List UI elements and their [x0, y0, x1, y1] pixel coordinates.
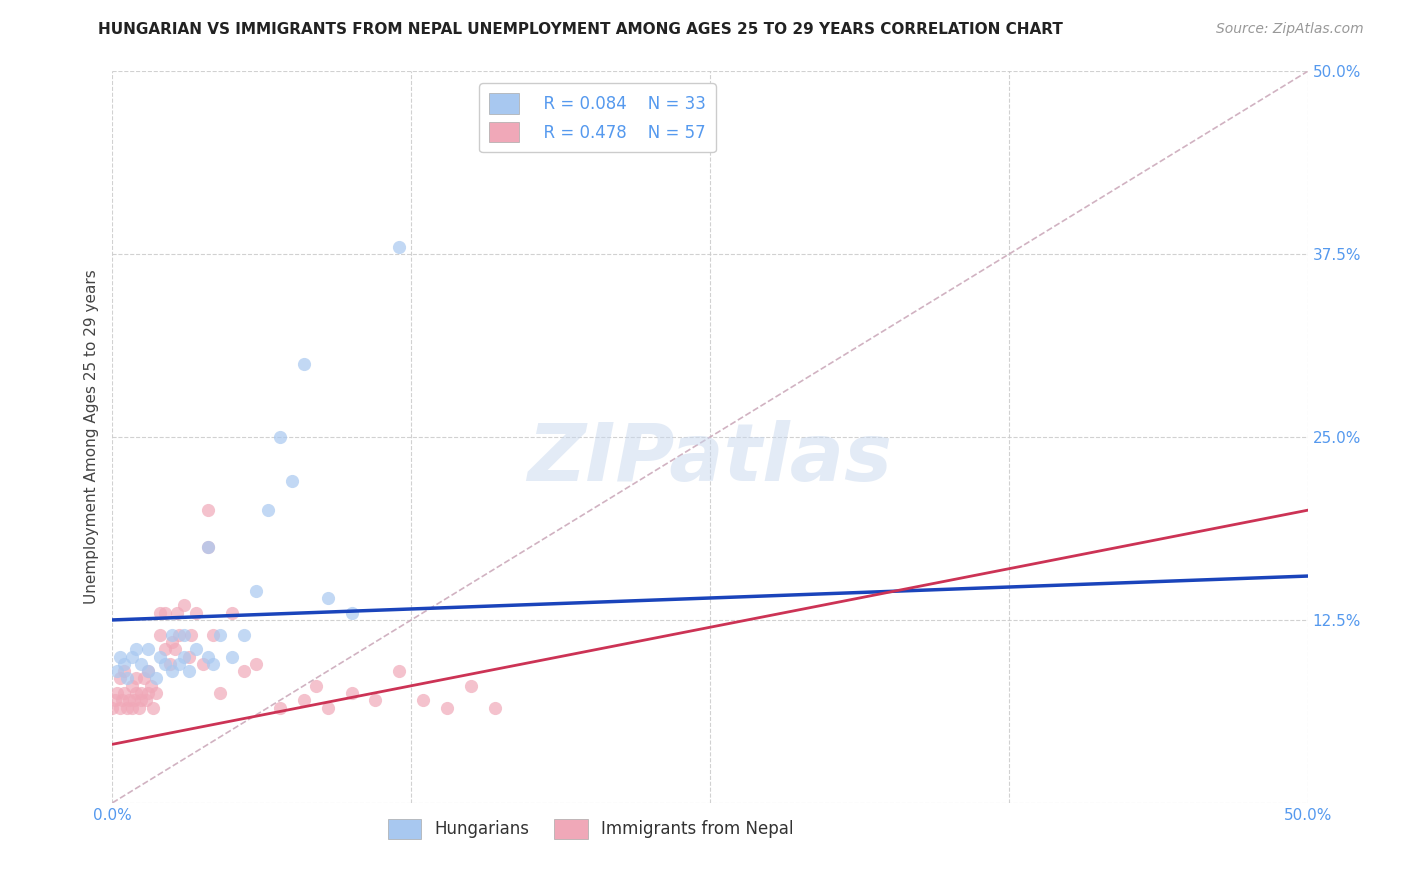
Point [153, 606, 176, 620]
Point [159, 657, 181, 671]
Point [269, 700, 291, 714]
Point [135, 693, 157, 707]
Text: ZIPatlas: ZIPatlas [527, 420, 893, 498]
Point [105, 664, 128, 678]
Point [145, 672, 167, 686]
Point [118, 693, 141, 707]
Point [340, 686, 363, 700]
Point [209, 627, 232, 641]
Point [209, 686, 232, 700]
Point [388, 664, 411, 678]
Point [129, 693, 152, 707]
Y-axis label: Unemployment Among Ages 25 to 29 years: Unemployment Among Ages 25 to 29 years [83, 269, 98, 605]
Point [138, 664, 160, 678]
Point [162, 627, 183, 641]
Point [197, 649, 219, 664]
Point [115, 672, 138, 686]
Text: HUNGARIAN VS IMMIGRANTS FROM NEPAL UNEMPLOYMENT AMONG AGES 25 TO 29 YEARS CORREL: HUNGARIAN VS IMMIGRANTS FROM NEPAL UNEMP… [98, 22, 1063, 37]
Point [105, 686, 128, 700]
Point [460, 679, 482, 693]
Point [149, 627, 172, 641]
Point [221, 649, 243, 664]
Point [364, 693, 387, 707]
Point [114, 657, 135, 671]
Point [173, 627, 195, 641]
Point [197, 540, 219, 554]
Point [173, 599, 195, 613]
Point [162, 635, 183, 649]
Point [201, 657, 224, 671]
Point [169, 627, 191, 641]
Point [193, 657, 215, 671]
Point [108, 649, 131, 664]
Point [166, 606, 188, 620]
Point [121, 700, 143, 714]
Point [245, 657, 267, 671]
Point [316, 591, 339, 605]
Point [484, 700, 506, 714]
Point [153, 657, 176, 671]
Point [305, 679, 328, 693]
Point [162, 664, 183, 678]
Point [138, 686, 160, 700]
Point [132, 672, 155, 686]
Point [281, 474, 304, 488]
Point [436, 700, 458, 714]
Point [257, 503, 280, 517]
Point [138, 642, 160, 657]
Point [233, 664, 256, 678]
Point [121, 649, 143, 664]
Point [139, 679, 162, 693]
Point [101, 700, 124, 714]
Point [388, 240, 411, 254]
Point [129, 657, 152, 671]
Point [104, 693, 127, 707]
Point [163, 642, 186, 657]
Point [114, 686, 135, 700]
Point [173, 649, 195, 664]
Point [177, 664, 200, 678]
Point [186, 606, 208, 620]
Point [186, 642, 208, 657]
Point [201, 627, 224, 641]
Point [269, 430, 291, 444]
Point [125, 672, 148, 686]
Point [125, 686, 148, 700]
Point [121, 679, 143, 693]
Point [233, 627, 256, 641]
Point [138, 664, 160, 678]
Point [129, 686, 152, 700]
Point [128, 700, 150, 714]
Point [177, 649, 200, 664]
Point [221, 606, 243, 620]
Point [340, 606, 363, 620]
Point [316, 700, 339, 714]
Point [142, 700, 165, 714]
Point [169, 657, 191, 671]
Point [245, 583, 267, 598]
Point [108, 672, 131, 686]
Point [149, 649, 172, 664]
Legend: Hungarians, Immigrants from Nepal: Hungarians, Immigrants from Nepal [381, 812, 800, 846]
Point [125, 642, 148, 657]
Point [145, 686, 167, 700]
Point [180, 627, 202, 641]
Point [122, 693, 145, 707]
Point [115, 700, 138, 714]
Point [111, 693, 134, 707]
Point [292, 357, 315, 371]
Text: Source: ZipAtlas.com: Source: ZipAtlas.com [1216, 22, 1364, 37]
Point [153, 642, 176, 657]
Point [149, 606, 172, 620]
Point [108, 700, 131, 714]
Point [292, 693, 315, 707]
Point [412, 693, 434, 707]
Point [197, 540, 219, 554]
Point [114, 664, 135, 678]
Point [197, 503, 219, 517]
